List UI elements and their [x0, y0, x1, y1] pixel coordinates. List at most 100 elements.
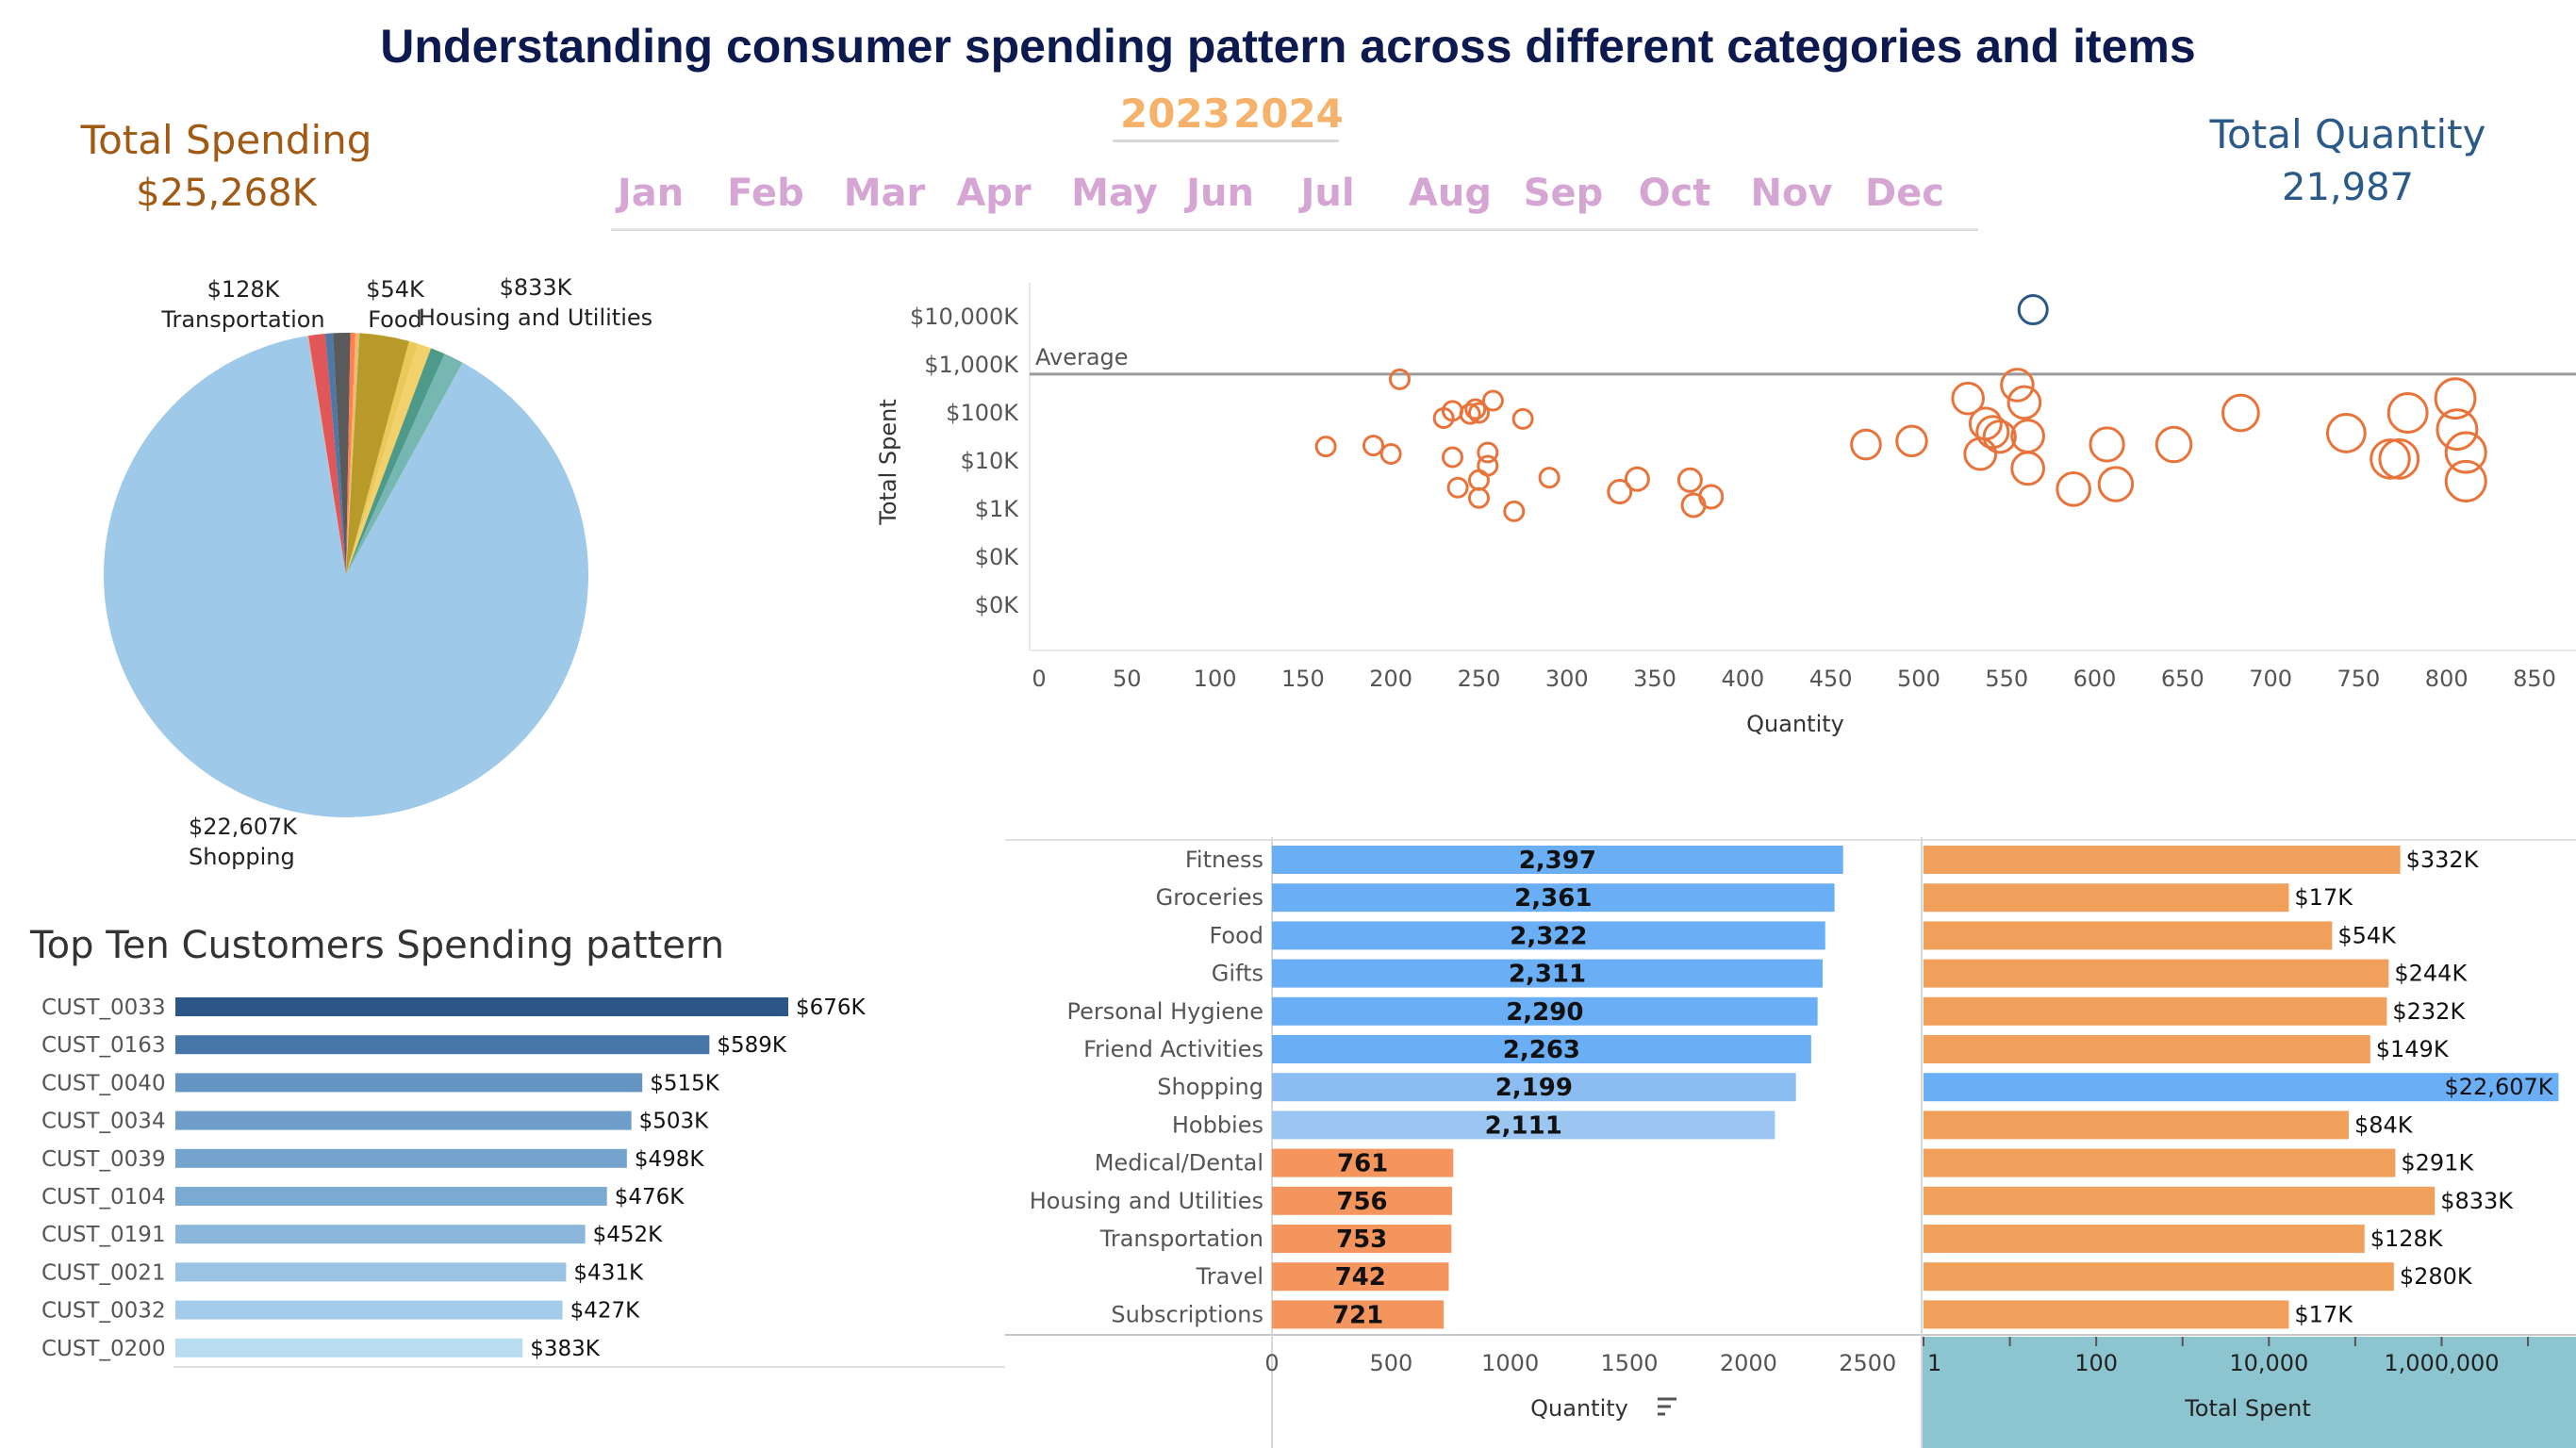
- scatter-point[interactable]: [2434, 377, 2477, 420]
- month-filter-jan[interactable]: Jan: [617, 172, 685, 215]
- scatter-point[interactable]: [1503, 500, 1526, 522]
- scatter-point[interactable]: [1680, 492, 1707, 518]
- total-spent-bar-transportation[interactable]: [1924, 1225, 2365, 1253]
- scatter-point[interactable]: [1538, 467, 1560, 489]
- pie-slice-transportation[interactable]: [324, 333, 346, 575]
- scatter-point[interactable]: [1511, 407, 1534, 430]
- pie-slice-groceries[interactable]: [346, 333, 360, 575]
- scatter-point[interactable]: [2436, 408, 2479, 452]
- total-spent-bar-subscriptions[interactable]: [1924, 1300, 2289, 1329]
- scatter-point[interactable]: [1982, 420, 2017, 454]
- scatter-point[interactable]: [2006, 385, 2042, 420]
- pie-slice-personal-hygiene[interactable]: [346, 343, 432, 575]
- pie-slice-shopping[interactable]: [103, 336, 588, 817]
- month-filter-nov[interactable]: Nov: [1750, 172, 1833, 215]
- pie-slice-subscriptions[interactable]: [307, 336, 346, 575]
- quantity-bar-groceries[interactable]: [1272, 883, 1835, 913]
- scatter-point[interactable]: [2444, 459, 2487, 502]
- year-filter-2023[interactable]: 2023: [1120, 90, 1230, 137]
- scatter-point[interactable]: [1446, 476, 1469, 499]
- quantity-bar-personal-hygiene[interactable]: [1272, 996, 1818, 1026]
- total-spent-bar-hobbies[interactable]: [1924, 1111, 2349, 1140]
- scatter-point[interactable]: [1850, 428, 1882, 461]
- scatter-point[interactable]: [1607, 479, 1633, 505]
- total-spent-bar-gifts[interactable]: [1924, 959, 2389, 988]
- total-spent-bar-food[interactable]: [1924, 921, 2333, 950]
- scatter-point[interactable]: [1477, 454, 1499, 477]
- pie-slice-medical-dental[interactable]: [333, 333, 351, 575]
- customer-bar-cust-0021[interactable]: [175, 1262, 567, 1282]
- customer-bar-cust-0104[interactable]: [175, 1187, 607, 1206]
- month-filter-jul[interactable]: Jul: [1300, 172, 1355, 215]
- scatter-point[interactable]: [2370, 438, 2411, 480]
- scatter-point[interactable]: [1895, 424, 1928, 458]
- quantity-bar-transportation[interactable]: [1272, 1225, 1452, 1253]
- total-spent-bar-travel[interactable]: [1924, 1262, 2394, 1292]
- pie-slice-housing-and-utilities[interactable]: [346, 333, 409, 575]
- month-filter-aug[interactable]: Aug: [1408, 172, 1493, 215]
- scatter-point[interactable]: [1975, 415, 2010, 450]
- customer-bar-cust-0040[interactable]: [175, 1073, 643, 1093]
- scatter-point[interactable]: [1464, 398, 1487, 420]
- month-filter-oct[interactable]: Oct: [1638, 172, 1711, 215]
- quantity-bar-fitness[interactable]: [1272, 846, 1843, 874]
- scatter-point[interactable]: [1362, 435, 1385, 457]
- scatter-point[interactable]: [2010, 451, 2045, 486]
- sort-icon[interactable]: [1658, 1397, 1676, 1416]
- customer-bar-cust-0163[interactable]: [175, 1035, 710, 1055]
- scatter-point[interactable]: [2155, 425, 2193, 464]
- scatter-point[interactable]: [1951, 381, 1985, 416]
- scatter-point[interactable]: [2378, 438, 2420, 480]
- month-filter-dec[interactable]: Dec: [1864, 172, 1945, 215]
- scatter-point[interactable]: [2386, 392, 2429, 434]
- quantity-bar-subscriptions[interactable]: [1272, 1300, 1445, 1329]
- scatter-point[interactable]: [1459, 403, 1481, 425]
- scatter-point[interactable]: [2221, 393, 2260, 433]
- scatter-point[interactable]: [2097, 466, 2135, 502]
- pie-slice-food[interactable]: [346, 333, 359, 575]
- pie-slice-friend-activities[interactable]: [346, 340, 419, 575]
- scatter-point[interactable]: [1389, 368, 1412, 390]
- month-filter-apr[interactable]: Apr: [956, 172, 1032, 215]
- quantity-bar-food[interactable]: [1272, 921, 1825, 950]
- month-filter-sep[interactable]: Sep: [1523, 172, 1604, 215]
- scatter-point[interactable]: [2089, 426, 2125, 463]
- month-filter-mar[interactable]: Mar: [843, 172, 926, 215]
- quantity-bar-shopping[interactable]: [1272, 1073, 1796, 1102]
- customer-bar-cust-0200[interactable]: [175, 1338, 523, 1358]
- scatter-point[interactable]: [1441, 446, 1463, 469]
- scatter-point[interactable]: [1467, 402, 1490, 424]
- total-spent-bar-shopping[interactable]: [1924, 1073, 2559, 1102]
- customer-bar-cust-0032[interactable]: [175, 1300, 563, 1320]
- total-spent-bar-personal-hygiene[interactable]: [1924, 996, 2387, 1026]
- scatter-point[interactable]: [1481, 389, 1504, 412]
- total-spent-bar-medical-dental[interactable]: [1924, 1148, 2396, 1177]
- month-filter-feb[interactable]: Feb: [727, 172, 804, 215]
- quantity-bar-housing-and-utilities[interactable]: [1272, 1186, 1453, 1215]
- pie-slice-fitness[interactable]: [346, 354, 463, 575]
- scatter-point[interactable]: [2325, 413, 2367, 453]
- scatter-point[interactable]: [1314, 436, 1337, 458]
- scatter-point[interactable]: [1698, 484, 1725, 510]
- scatter-point[interactable]: [2000, 368, 2035, 403]
- scatter-point[interactable]: [2056, 471, 2091, 507]
- total-spent-bar-friend-activities[interactable]: [1924, 1035, 2370, 1063]
- scatter-point[interactable]: [1477, 441, 1499, 464]
- pie-slice-travel[interactable]: [308, 333, 346, 575]
- customer-bar-cust-0191[interactable]: [175, 1225, 586, 1244]
- month-filter-may[interactable]: May: [1071, 172, 1158, 215]
- quantity-bar-travel[interactable]: [1272, 1262, 1449, 1292]
- pie-slice-hobbies[interactable]: [346, 333, 356, 575]
- customer-bar-cust-0034[interactable]: [175, 1111, 632, 1130]
- year-filter-2024[interactable]: 2024: [1233, 90, 1344, 137]
- scatter-point[interactable]: [2444, 431, 2487, 474]
- quantity-bar-medical-dental[interactable]: [1272, 1148, 1454, 1177]
- quantity-bar-gifts[interactable]: [1272, 959, 1823, 988]
- pie-slice-gifts[interactable]: [346, 348, 445, 575]
- scatter-point[interactable]: [2017, 294, 2049, 326]
- quantity-bar-friend-activities[interactable]: [1272, 1035, 1811, 1063]
- scatter-point[interactable]: [1379, 443, 1402, 466]
- customer-bar-cust-0039[interactable]: [175, 1148, 627, 1168]
- scatter-point[interactable]: [1624, 466, 1650, 492]
- total-spent-bar-groceries[interactable]: [1924, 883, 2289, 913]
